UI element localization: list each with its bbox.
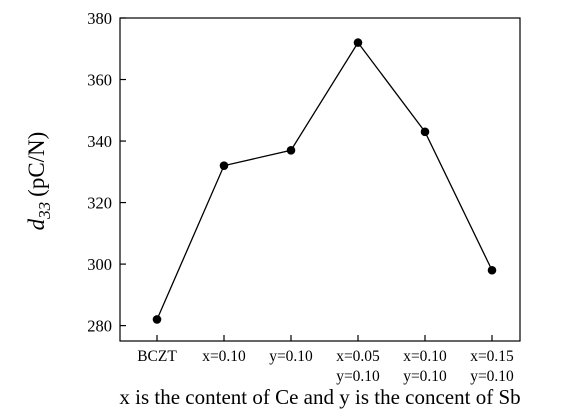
plot-frame xyxy=(119,17,521,342)
data-point xyxy=(286,145,296,155)
x-tick-label: y=0.10 xyxy=(470,368,514,385)
series-group xyxy=(152,38,497,324)
x-tick-label: y=0.10 xyxy=(336,368,380,385)
x-tick-label: y=0.10 xyxy=(403,368,447,385)
y-tick-label: 360 xyxy=(87,71,112,90)
y-axis-label: d33 (pC/N) xyxy=(24,132,54,231)
y-tick-label: 340 xyxy=(87,132,112,151)
y-axis-ticks: 280 300 320 340 360 380 xyxy=(87,9,126,336)
data-point xyxy=(487,265,497,275)
x-tick-label: x=0.10 xyxy=(403,348,447,365)
x-tick-label: x=0.15 xyxy=(470,348,514,365)
series-line xyxy=(156,41,493,320)
x-tick-label: x=0.05 xyxy=(336,348,380,365)
data-point xyxy=(420,127,430,137)
x-tick-label: y=0.10 xyxy=(269,348,313,365)
x-axis-label: x is the content of Ce and y is the conc… xyxy=(119,385,520,409)
data-point xyxy=(152,315,162,324)
data-point xyxy=(219,161,229,170)
y-tick-label: 300 xyxy=(87,255,112,274)
x-tick-label: BCZT xyxy=(137,348,177,365)
y-tick-label: 280 xyxy=(87,317,112,336)
y-axis-label-symbol: d xyxy=(24,218,49,230)
y-axis-label-subscript: 33 xyxy=(35,202,54,220)
x-tick-label: x=0.10 xyxy=(202,348,246,365)
y-tick-label: 320 xyxy=(87,194,112,213)
data-point xyxy=(353,38,363,47)
y-tick-label: 380 xyxy=(87,9,112,28)
y-axis-label-unit: (pC/N) xyxy=(24,132,49,197)
x-axis-ticks: BCZT x=0.10 y=0.10 x=0.05 y=0.10 x=0.10 y=0.10… xyxy=(137,335,514,385)
